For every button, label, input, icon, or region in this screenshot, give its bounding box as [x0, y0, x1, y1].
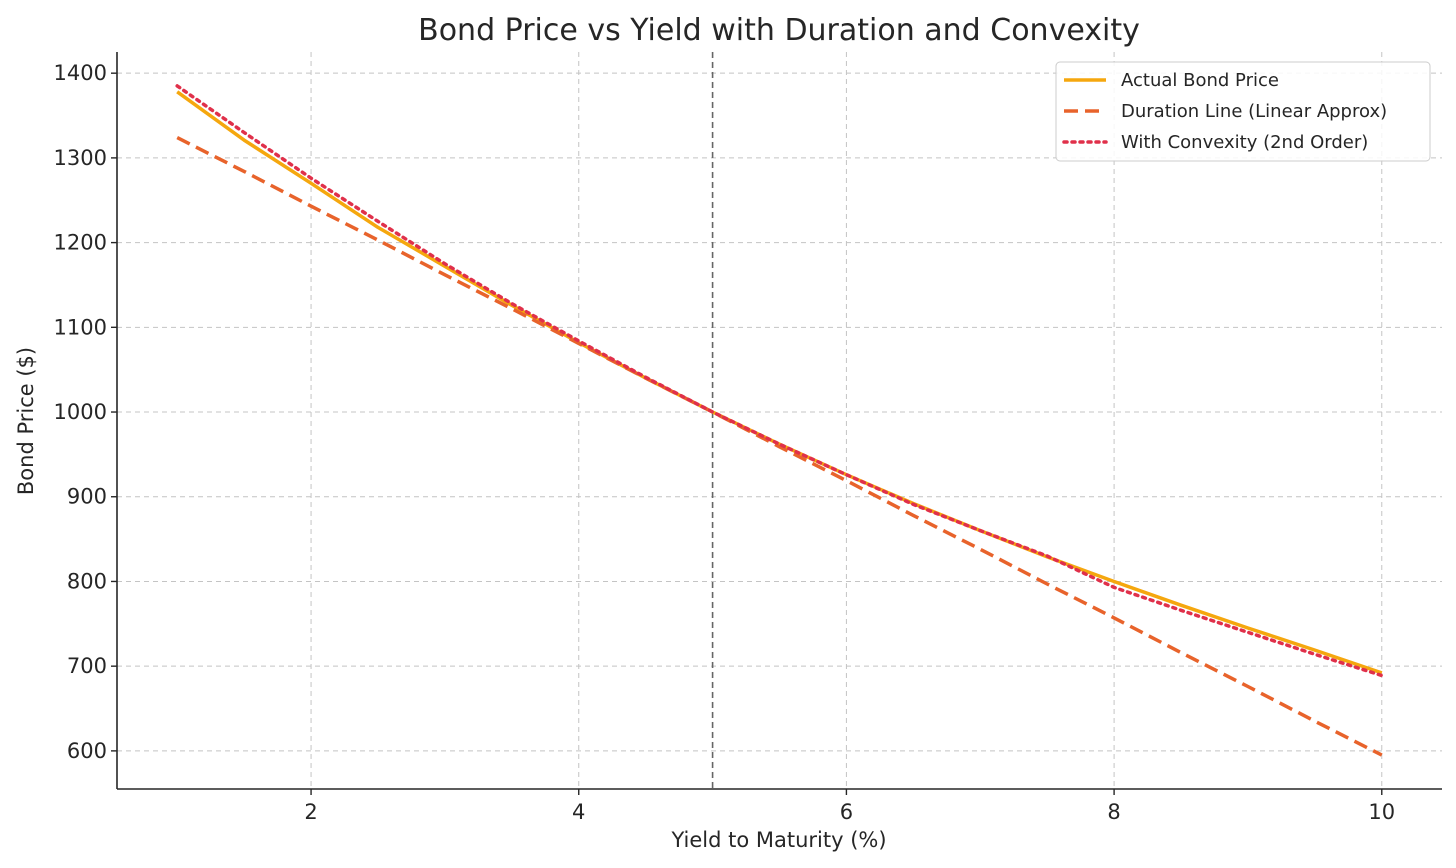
x-tick-label: 2: [304, 800, 317, 824]
series-line-3: [175, 84, 1384, 678]
series-line-1: [176, 90, 1383, 675]
legend-label-2: Duration Line (Linear Approx): [1121, 101, 1387, 122]
x-tick-label: 8: [1107, 800, 1120, 824]
legend-label-1: Actual Bond Price: [1121, 70, 1279, 91]
y-tick-label: 600: [67, 739, 107, 763]
chart-title: Bond Price vs Yield with Duration and Co…: [418, 13, 1140, 48]
y-tick-label: 1000: [54, 400, 107, 424]
x-axis-label: Yield to Maturity (%): [670, 828, 886, 852]
y-tick-label: 700: [67, 654, 107, 678]
y-tick-label: 1300: [54, 146, 107, 170]
y-ticks: 600 700 800 900 1000 1100 1200 1300 1400: [54, 61, 117, 763]
x-tick-label: 6: [840, 800, 853, 824]
legend: Actual Bond Price Duration Line (Linear A…: [1055, 61, 1431, 162]
x-tick-label: 4: [572, 800, 585, 824]
series-line-2: [176, 136, 1383, 757]
legend-label-3: With Convexity (2nd Order): [1121, 132, 1368, 153]
y-tick-label: 1100: [54, 315, 107, 339]
x-tick-label: 10: [1368, 800, 1395, 824]
y-tick-label: 1200: [54, 231, 107, 255]
y-axis-label: Bond Price ($): [14, 347, 38, 495]
y-tick-label: 1400: [54, 61, 107, 85]
grid-layer: [117, 52, 1442, 789]
x-ticks: 2 4 6 8 10: [304, 789, 1395, 824]
y-tick-label: 800: [67, 569, 107, 593]
series-layer: [175, 84, 1384, 757]
y-tick-label: 900: [67, 485, 107, 509]
legend-box: [1055, 61, 1431, 162]
